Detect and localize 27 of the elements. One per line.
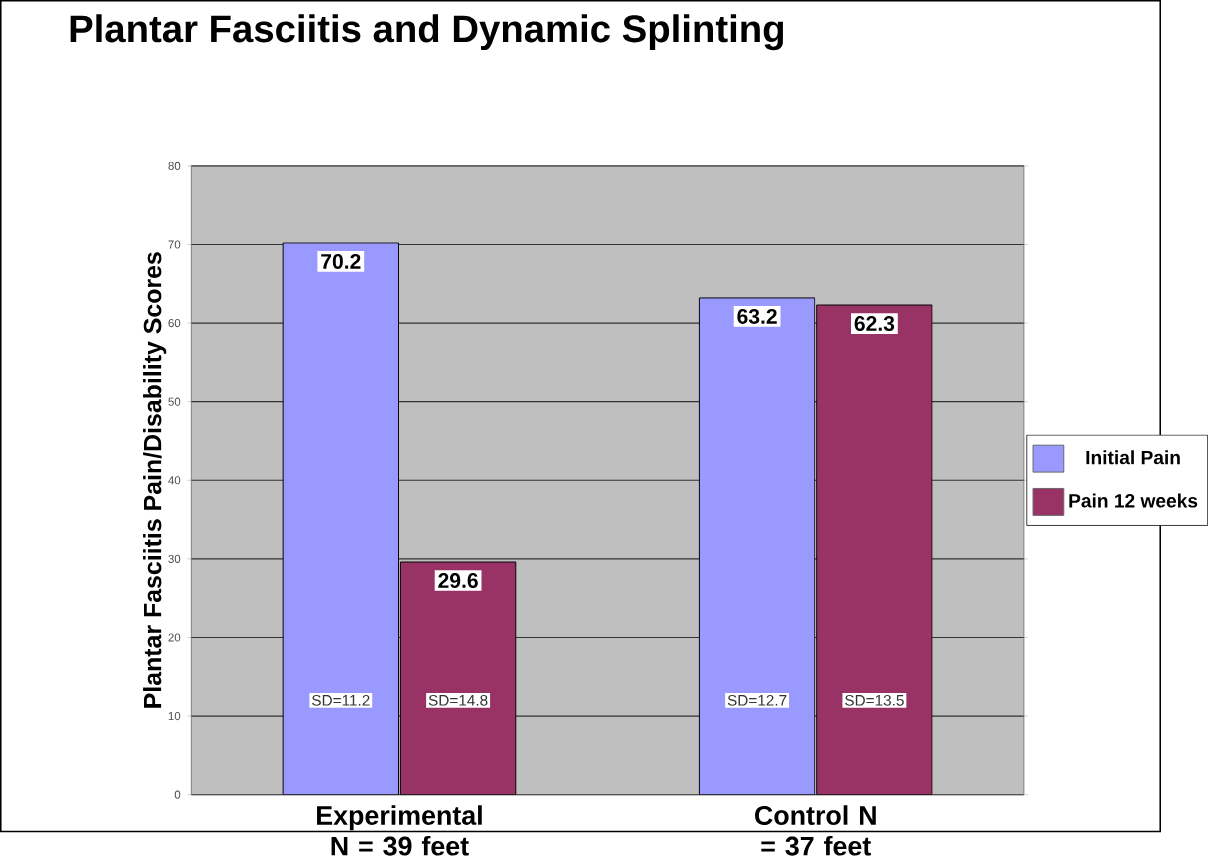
- legend-label: Initial Pain: [1086, 450, 1180, 465]
- data-label: 63.2: [737, 308, 777, 324]
- bar: [698, 297, 816, 795]
- y-tick-label: 10: [168, 711, 181, 721]
- y-axis-title: Plantar Fasciitis Pain/Disability Scores: [143, 252, 167, 708]
- data-label: 29.6: [438, 573, 478, 588]
- bar: [282, 242, 399, 795]
- y-tick-label: 30: [168, 554, 181, 563]
- y-tick-label: 20: [168, 633, 181, 642]
- y-tick-label: 60: [168, 319, 181, 328]
- bar: [816, 304, 933, 795]
- y-tick-label: 50: [168, 397, 181, 406]
- y-tick-label: 70: [168, 240, 181, 249]
- x-tick-label: Experimental N = 39 feet: [317, 805, 482, 856]
- y-tick-label: 80: [168, 161, 181, 170]
- annotation: SD=12.7: [727, 694, 787, 706]
- annotation: SD=11.2: [312, 694, 370, 706]
- chart-title: Plantar Fasciitis and Dynamic Splinting: [70, 14, 784, 51]
- data-label: 70.2: [321, 253, 361, 269]
- legend-label: Pain 12 weeks: [1069, 493, 1198, 508]
- x-tick-label: Control N = 37 feet: [755, 805, 876, 856]
- annotation: SD=14.8: [428, 694, 488, 706]
- y-tick-label: 0: [174, 790, 181, 799]
- bar: [399, 561, 517, 795]
- annotation: SD=13.5: [845, 694, 904, 706]
- data-label: 62.3: [854, 316, 895, 331]
- y-tick-label: 40: [168, 476, 181, 485]
